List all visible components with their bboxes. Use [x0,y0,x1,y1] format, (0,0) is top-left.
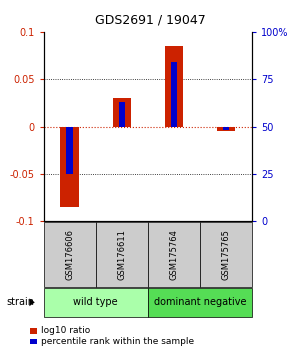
Text: GSM176611: GSM176611 [117,229,126,280]
Text: dominant negative: dominant negative [154,297,246,307]
Bar [118,102,125,127]
Text: percentile rank within the sample: percentile rank within the sample [41,337,194,346]
Text: GSM176606: GSM176606 [65,229,74,280]
Bar [60,127,79,207]
Bar [223,127,229,130]
Text: log10 ratio: log10 ratio [41,326,90,336]
Bar [66,127,73,174]
Text: wild type: wild type [73,297,118,307]
Text: GSM175764: GSM175764 [169,229,178,280]
Bar [112,98,131,127]
Bar [217,127,235,131]
Bar [171,62,177,127]
Text: GSM175765: GSM175765 [221,229,230,280]
Text: GDS2691 / 19047: GDS2691 / 19047 [94,13,206,27]
Bar [165,46,183,127]
Text: strain: strain [6,297,34,307]
